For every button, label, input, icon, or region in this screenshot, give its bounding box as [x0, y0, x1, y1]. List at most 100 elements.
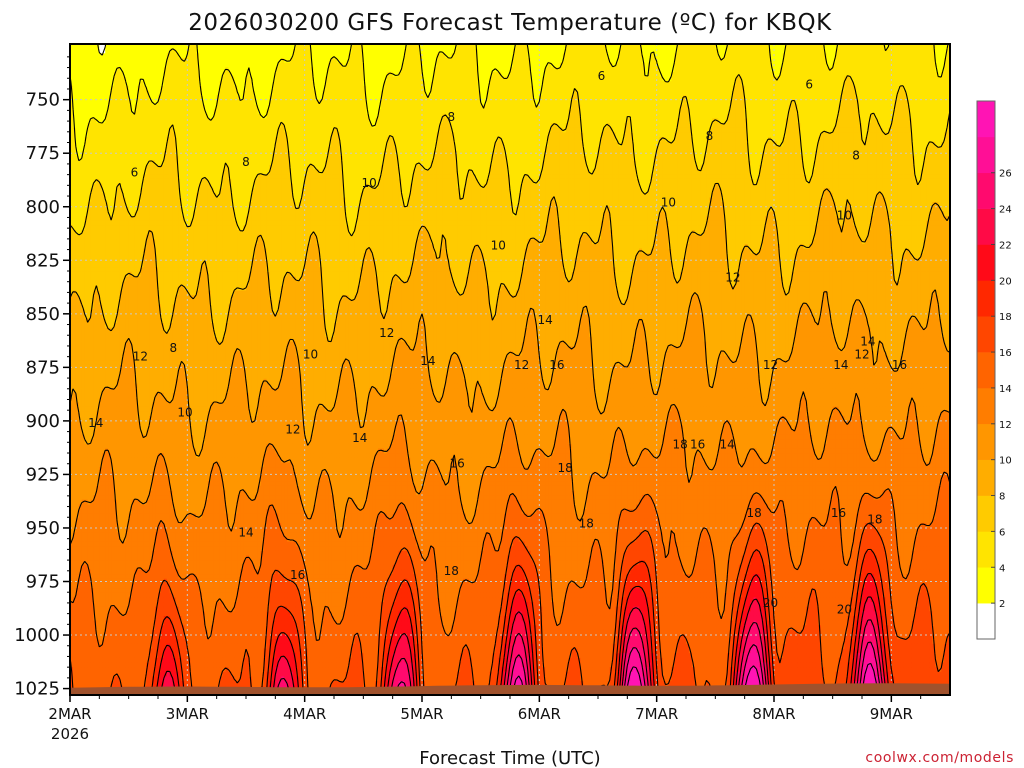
- temp-cell: [72, 346, 77, 352]
- temp-cell: [78, 439, 83, 445]
- temp-cell: [87, 439, 92, 445]
- temp-cell: [119, 411, 124, 417]
- temp-cell: [70, 453, 74, 459]
- temp-cell: [114, 439, 118, 445]
- temp-cell: [114, 676, 118, 682]
- temp-cell: [81, 411, 86, 417]
- temp-cell: [108, 360, 112, 366]
- temp-cell: [102, 281, 106, 287]
- temp-cell: [81, 448, 86, 454]
- temp-cell: [116, 546, 121, 552]
- temp-cell: [90, 397, 95, 403]
- temp-cell: [96, 495, 100, 501]
- temp-cell: [72, 620, 77, 626]
- temp-cell: [84, 532, 89, 538]
- temp-cell: [78, 490, 83, 496]
- temp-cell: [90, 541, 95, 547]
- temp-cell: [111, 285, 115, 292]
- temp-cell: [99, 132, 103, 138]
- temp-cell: [78, 76, 83, 82]
- temp-cell: [90, 132, 95, 138]
- temp-cell: [119, 490, 124, 496]
- temp-cell: [81, 462, 86, 468]
- temp-cell: [70, 197, 74, 203]
- temp-cell: [72, 48, 77, 54]
- temp-cell: [70, 485, 74, 491]
- temp-cell: [72, 57, 77, 64]
- temp-cell: [102, 271, 106, 278]
- temp-cell: [96, 509, 100, 515]
- temp-cell: [96, 485, 100, 491]
- temp-cell: [90, 216, 95, 222]
- temp-cell: [75, 462, 80, 468]
- temp-cell: [99, 443, 103, 450]
- temp-cell: [70, 127, 74, 133]
- temp-cell: [116, 578, 121, 584]
- temp-cell: [108, 313, 112, 319]
- temp-cell: [119, 541, 124, 547]
- temp-cell: [116, 411, 121, 417]
- temp-cell: [78, 253, 83, 259]
- temp-cell: [105, 225, 109, 231]
- temp-cell: [81, 271, 86, 278]
- temp-cell: [78, 429, 83, 436]
- temp-cell: [90, 248, 95, 254]
- temp-cell: [114, 164, 118, 171]
- temp-cell: [102, 309, 106, 315]
- temp-cell: [105, 462, 109, 468]
- temp-cell: [81, 155, 86, 161]
- temp-cell: [116, 90, 121, 96]
- temp-cell: [102, 141, 106, 147]
- temp-cell: [102, 611, 106, 617]
- temp-cell: [105, 402, 109, 408]
- temp-cell: [87, 109, 92, 115]
- temp-cell: [102, 532, 106, 538]
- temp-cell: [99, 467, 103, 473]
- temp-cell: [78, 360, 83, 366]
- temp-cell: [116, 160, 121, 166]
- temp-cell: [119, 402, 124, 408]
- temp-cell: [108, 662, 112, 668]
- temp-cell: [70, 681, 74, 687]
- temp-cell: [96, 574, 100, 580]
- temp-cell: [93, 169, 97, 175]
- temp-cell: [99, 657, 103, 664]
- temp-cell: [96, 127, 100, 133]
- temp-cell: [96, 522, 100, 529]
- temp-cell: [105, 85, 109, 92]
- temp-cell: [105, 611, 109, 617]
- temp-cell: [87, 57, 92, 64]
- temp-cell: [72, 583, 77, 589]
- temp-cell: [84, 155, 89, 161]
- temp-cell: [90, 243, 95, 250]
- temp-cell: [119, 225, 124, 231]
- temp-cell: [99, 667, 103, 673]
- temp-cell: [99, 555, 103, 561]
- temp-cell: [99, 499, 103, 505]
- temp-cell: [105, 160, 109, 166]
- temp-cell: [108, 378, 112, 385]
- temp-cell: [99, 574, 103, 580]
- temp-cell: [102, 602, 106, 608]
- temp-cell: [81, 299, 86, 305]
- temp-cell: [105, 216, 109, 222]
- temp-cell: [105, 550, 109, 557]
- temp-cell: [72, 453, 77, 459]
- temp-cell: [93, 276, 97, 282]
- temp-cell: [99, 388, 103, 394]
- temp-cell: [108, 550, 112, 557]
- temp-cell: [108, 281, 112, 287]
- temp-cell: [119, 639, 124, 645]
- temp-cell: [87, 657, 92, 664]
- temp-cell: [108, 346, 112, 352]
- temp-cell: [90, 332, 95, 338]
- temp-cell: [75, 522, 80, 529]
- temp-cell: [99, 681, 103, 687]
- temp-cell: [99, 490, 103, 496]
- temp-cell: [105, 81, 109, 87]
- temp-cell: [105, 383, 109, 389]
- temp-cell: [105, 453, 109, 459]
- temp-cell: [102, 137, 106, 143]
- temp-cell: [84, 239, 89, 245]
- temp-cell: [99, 71, 103, 78]
